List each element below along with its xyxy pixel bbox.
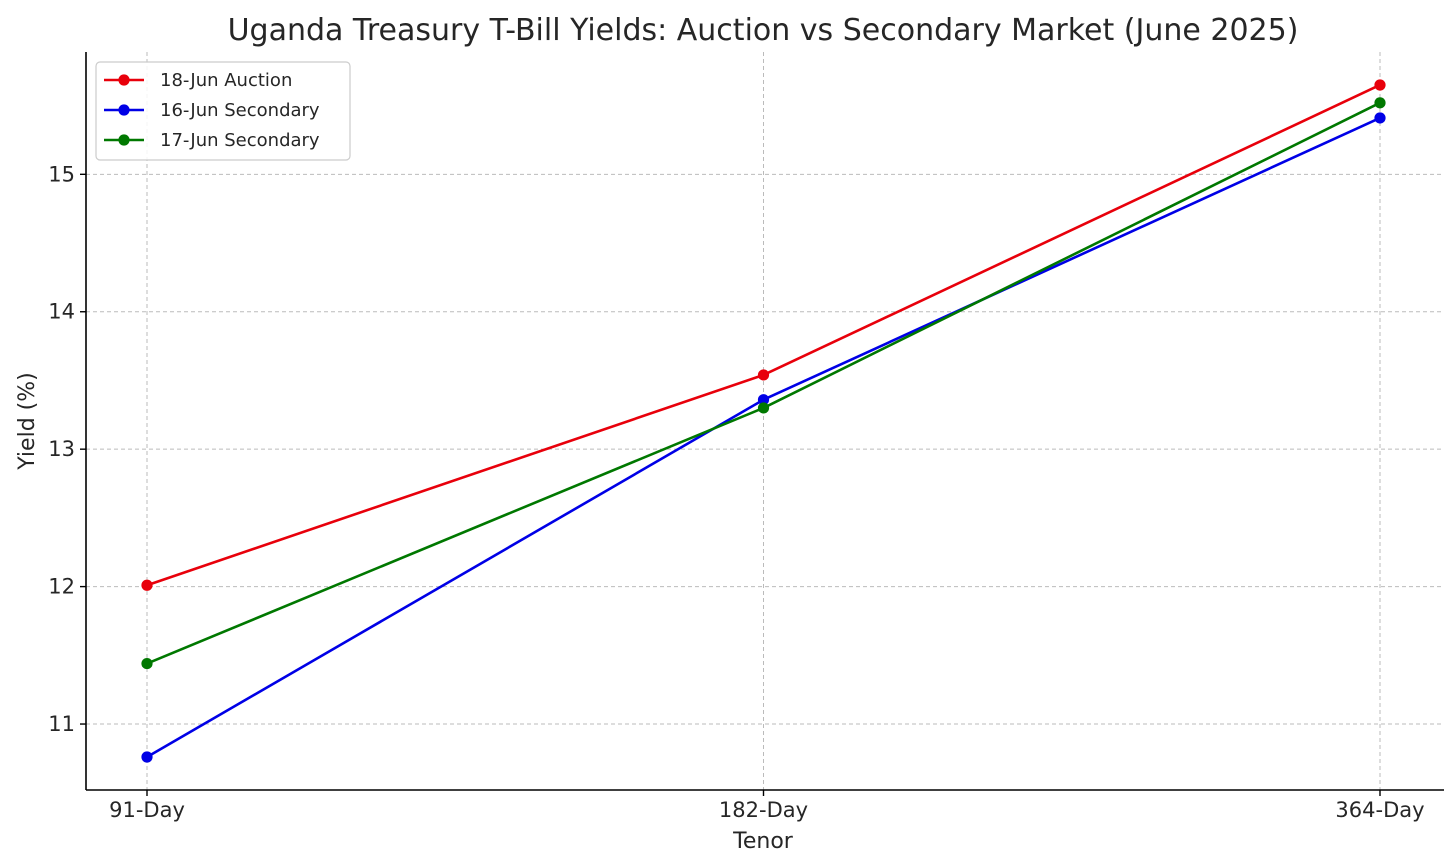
data-point-18-jun-auction: [141, 579, 153, 591]
series-layer: [141, 79, 1386, 763]
legend-label-17-jun-secondary: 17-Jun Secondary: [160, 130, 320, 151]
data-point-18-jun-auction: [757, 369, 770, 381]
data-point-16-jun-secondary: [1374, 112, 1386, 124]
data-point-16-jun-secondary: [757, 394, 770, 406]
y-tick-label: 15: [48, 162, 75, 186]
legend-label-18-jun-auction: 18-Jun Auction: [160, 70, 292, 91]
data-point-18-jun-auction: [1374, 79, 1386, 91]
legend-marker-18-jun-auction: [118, 74, 130, 86]
grid-layer: [86, 52, 1444, 790]
legend-marker-16-jun-secondary: [118, 104, 130, 116]
x-tick-label: 182-Day: [719, 798, 808, 822]
data-point-17-jun-secondary: [141, 657, 153, 670]
y-tick-label: 14: [48, 300, 75, 324]
axes-layer: [85, 52, 1444, 791]
legend-box: [95, 61, 351, 161]
x-tick-label: 91-Day: [109, 798, 185, 822]
legend-label-16-jun-secondary: 16-Jun Secondary: [160, 100, 320, 121]
y-axis-label: Yield (%): [15, 372, 40, 470]
x-tick-label: 364-Day: [1335, 798, 1424, 822]
legend-marker-17-jun-secondary: [118, 134, 130, 146]
data-point-17-jun-secondary: [757, 402, 770, 414]
y-tick-label: 12: [48, 575, 75, 599]
data-point-17-jun-secondary: [1374, 97, 1386, 109]
ticks-layer: 11 12 13 14 15 91-Day 182-Day 364-Day: [48, 162, 1424, 822]
chart-title: Uganda Treasury T-Bill Yields: Auction v…: [228, 13, 1299, 48]
y-tick-label: 11: [48, 712, 75, 736]
legend: 18-Jun Auction 16-Jun Secondary 17-Jun Sec…: [95, 61, 351, 161]
y-tick-label: 13: [48, 437, 75, 461]
x-axis-label: Tenor: [732, 829, 794, 854]
data-point-16-jun-secondary: [141, 751, 153, 763]
